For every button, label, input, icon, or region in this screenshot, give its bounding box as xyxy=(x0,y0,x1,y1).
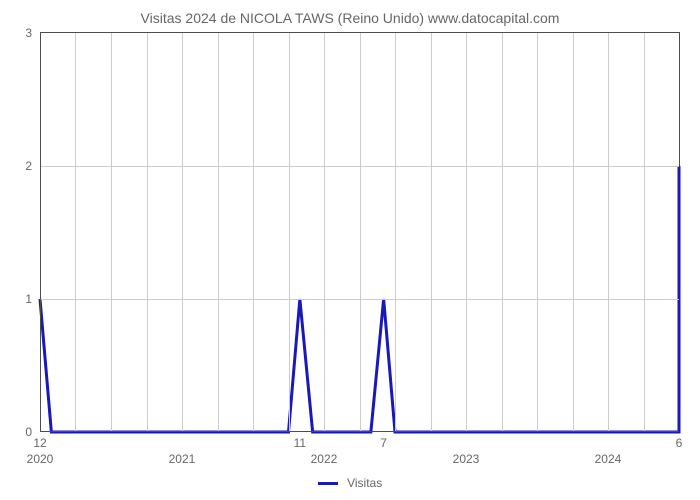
grid-line-v-minor xyxy=(431,33,432,432)
grid-line-v-minor xyxy=(75,33,76,432)
x-axis xyxy=(40,431,679,432)
data-point-label: 11 xyxy=(294,432,306,450)
data-point-label: 6 xyxy=(676,432,683,450)
x-tick-label: 2024 xyxy=(595,432,622,466)
x-tick-label: 2021 xyxy=(169,432,196,466)
grid-line-v-minor xyxy=(253,33,254,432)
grid-line-v-minor xyxy=(218,33,219,432)
y-tick-label: 3 xyxy=(25,26,40,40)
grid-line-v-minor xyxy=(502,33,503,432)
grid-line-v-minor xyxy=(147,33,148,432)
chart-title: Visitas 2024 de NICOLA TAWS (Reino Unido… xyxy=(10,10,690,26)
legend-label: Visitas xyxy=(347,476,382,490)
plot-area: 012320202021202220232024121176 xyxy=(40,32,680,432)
grid-line-v-minor xyxy=(644,33,645,432)
visits-chart: Visitas 2024 de NICOLA TAWS (Reino Unido… xyxy=(0,0,700,500)
grid-line-v-minor xyxy=(289,33,290,432)
grid-line-v-minor xyxy=(360,33,361,432)
grid-line-v-minor xyxy=(573,33,574,432)
data-point-label: 7 xyxy=(380,432,387,450)
data-point-label: 12 xyxy=(33,432,46,450)
grid-line-v-minor xyxy=(111,33,112,432)
legend: Visitas xyxy=(10,476,690,490)
grid-line-v-minor xyxy=(537,33,538,432)
grid-line-v xyxy=(324,33,325,432)
y-tick-label: 2 xyxy=(25,159,40,173)
grid-line-v xyxy=(608,33,609,432)
grid-line-v xyxy=(466,33,467,432)
x-tick-label: 2022 xyxy=(311,432,338,466)
grid-line-v-minor xyxy=(395,33,396,432)
x-tick-label: 2023 xyxy=(453,432,480,466)
y-axis xyxy=(40,33,41,432)
legend-swatch xyxy=(318,482,338,485)
y-tick-label: 1 xyxy=(25,292,40,306)
grid-line-v xyxy=(182,33,183,432)
